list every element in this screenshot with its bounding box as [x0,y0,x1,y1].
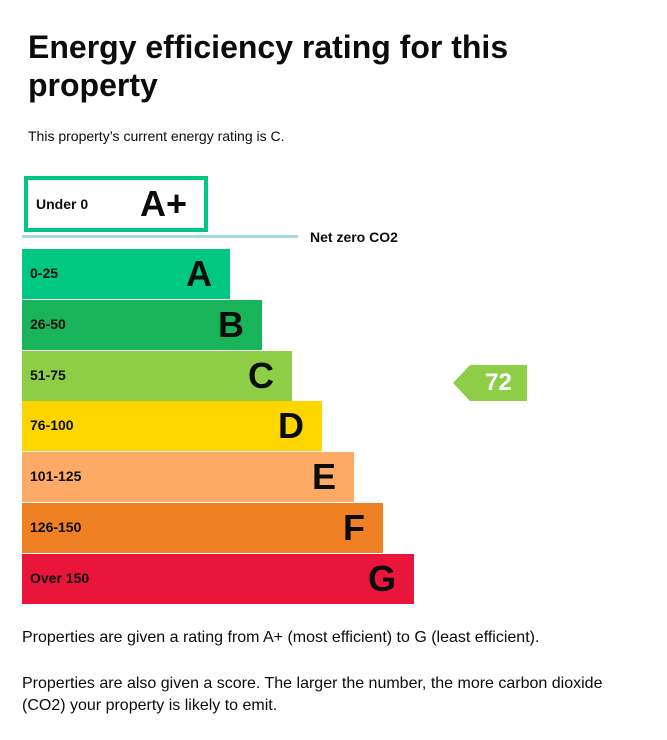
band-range: 126-150 [30,519,82,535]
band-letter: B [218,304,244,345]
net-zero-label: Net zero CO2 [310,229,398,245]
title: Energy efficiency rating for this proper… [28,29,509,103]
score-arrow [453,365,527,401]
band: 126-150 F [22,503,383,553]
band: Over 150 G [22,554,414,604]
footer-text: Properties are given a rating from A+ (m… [22,629,540,646]
band-range: Under 0 [36,196,89,212]
band-letter: D [278,405,304,446]
band-range: 101-125 [30,468,82,484]
band-letter: G [367,558,396,599]
band: 26-50 B [22,300,262,350]
band-letter: A+ [140,183,188,224]
band: 76-100 D [22,401,322,451]
band: 101-125 E [22,452,354,502]
net-zero-line [22,235,298,238]
top-band: Under 0 A+ [24,176,208,232]
band-letter: E [311,456,336,497]
band: 0-25 A [22,249,230,299]
footer-text: Properties are also given a score. The l… [22,675,603,714]
band-range: Over 150 [30,570,90,586]
score-marker [453,365,527,401]
band: 51-75 C [22,351,292,401]
intro: This property’s current energy rating is… [28,128,285,144]
score: 72 [485,369,512,396]
band-range: 0-25 [30,265,59,281]
band-letter: F [343,507,365,548]
band-letter: A [186,253,212,294]
band-range: 51-75 [30,367,66,383]
band-range: 26-50 [30,316,66,332]
band-range: 76-100 [30,417,74,433]
band-letter: C [248,355,274,396]
